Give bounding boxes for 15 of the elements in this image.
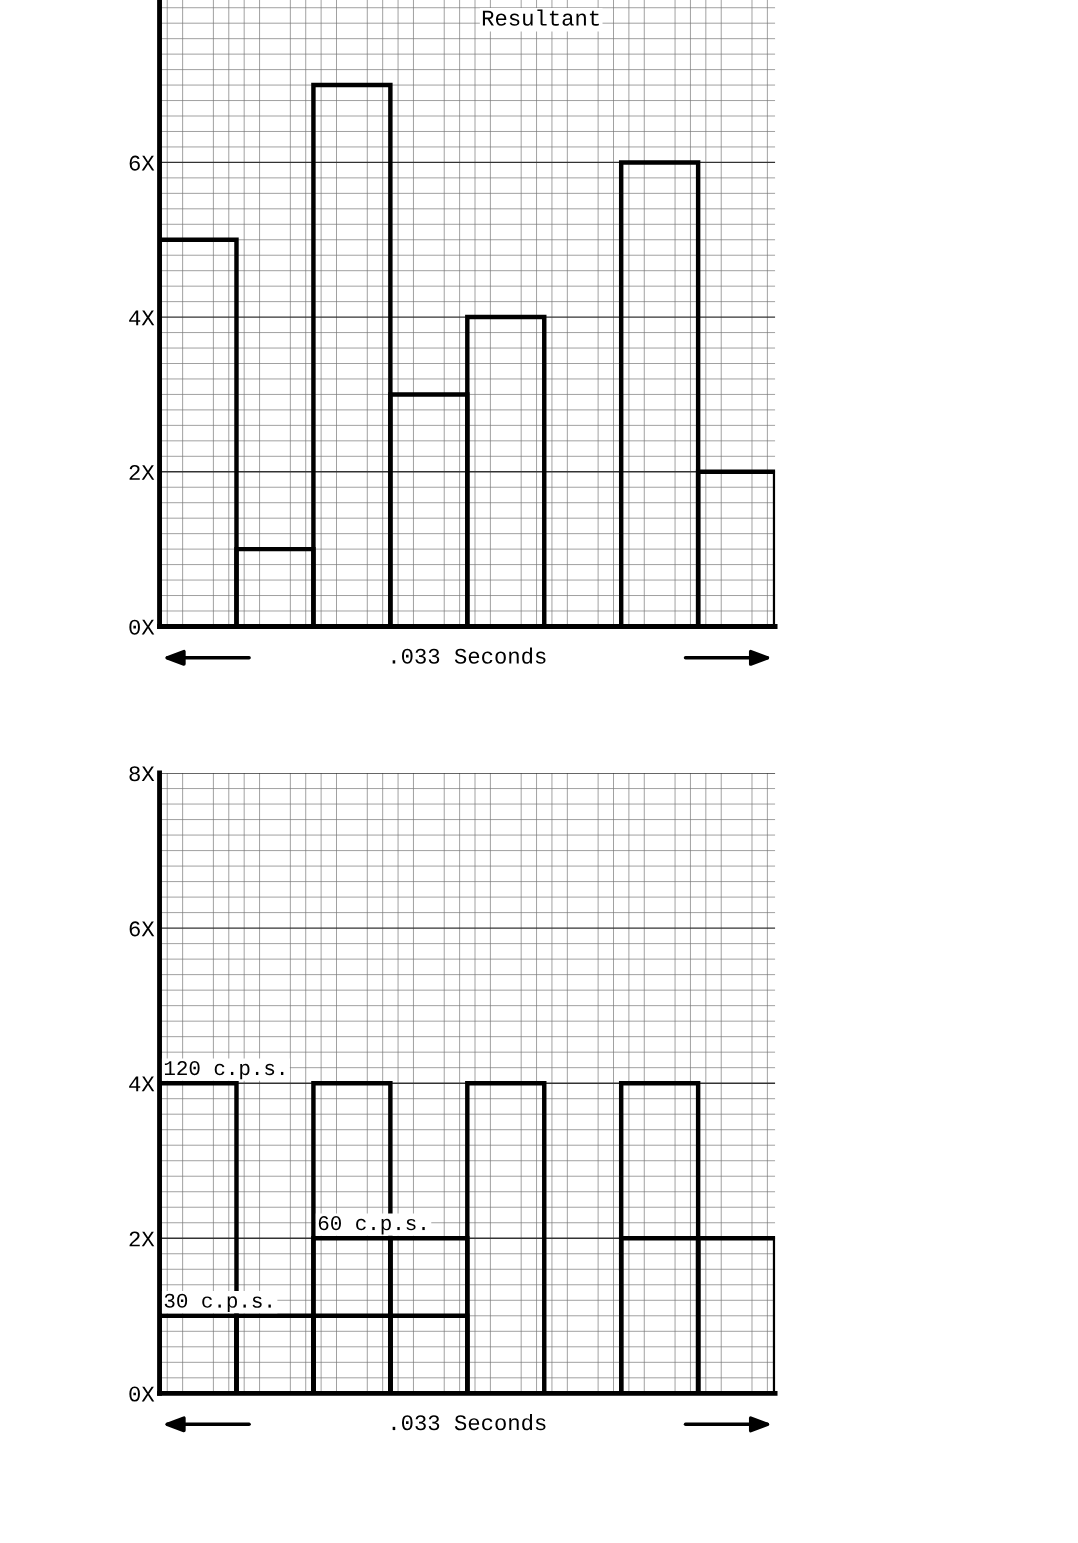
- series-label: 30 c.p.s.: [164, 1293, 271, 1312]
- y-tick-label: 6X: [129, 155, 155, 171]
- series-label: 120 c.p.s.: [164, 1061, 284, 1080]
- y-tick-label: 2X: [129, 464, 155, 480]
- text: .033 Seconds: [392, 1413, 546, 1431]
- chart-title: Resultant: [482, 9, 599, 26]
- y-tick-label: 4X: [129, 1076, 155, 1092]
- series-label: 60 c.p.s.: [318, 1216, 425, 1235]
- y-tick-label: 6X: [129, 921, 155, 937]
- y-tick-label: 2X: [129, 1231, 155, 1247]
- y-tick-label: 8X: [129, 766, 155, 782]
- text: .033 Seconds: [392, 647, 546, 664]
- y-tick-label: 4X: [129, 310, 155, 326]
- y-tick-label: 0X: [129, 619, 155, 635]
- y-tick-label: 0X: [129, 1386, 155, 1402]
